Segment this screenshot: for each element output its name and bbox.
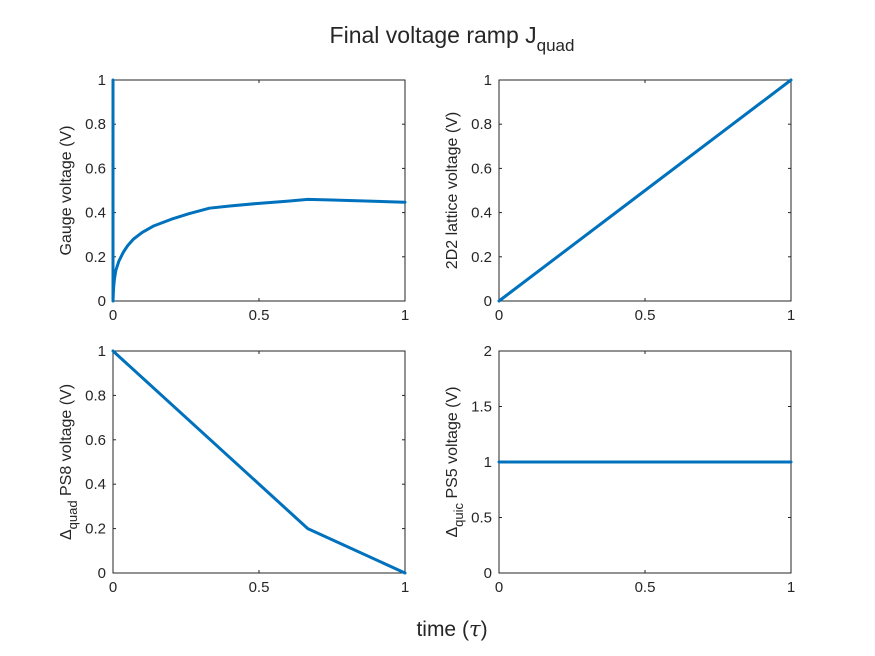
y-tick-label: 0.8: [85, 116, 106, 133]
y-tick-label: 0.6: [85, 432, 106, 449]
y-tick-label: 1: [484, 72, 492, 89]
y-axis-label: Δquic PS5 voltage (V): [444, 386, 466, 537]
xlabel-end: ): [481, 618, 488, 641]
x-tick-label: 0: [495, 579, 503, 596]
y-tick-label: 0.4: [85, 476, 106, 493]
x-tick-label: 0.5: [635, 307, 656, 324]
y-tick-label: 0: [98, 565, 106, 582]
y-tick-label: 0.6: [85, 160, 106, 177]
y-tick-label: 0.4: [471, 205, 492, 222]
y-tick-label: 0.2: [85, 521, 106, 538]
x-tick-label: 1: [401, 579, 409, 596]
x-tick-label: 0.5: [249, 307, 270, 324]
subplot-3: 0 0.5 1 0 0.2 0.4 0.6 0.8 1 Δquad PS8 voltage (V): [58, 343, 409, 596]
y-axis-label-symbol: Δ: [58, 529, 75, 540]
axes-box: [112, 350, 406, 574]
y-tick-label: 0: [484, 293, 492, 310]
x-tick-label: 0: [495, 307, 503, 324]
y-tick-label: 0.4: [85, 205, 106, 222]
y-axis-label: Gauge voltage (V): [58, 126, 75, 256]
y-axis-label: 2D2 lattice voltage (V): [444, 112, 461, 269]
subplot-1: 0 0.5 1 0 0.2 0.4 0.6 0.8 1 Gauge voltage (V): [58, 72, 409, 324]
subplot-4: 0 0.5 1 0 0.5 1 1.5 2 Δquic PS5 voltage (V): [444, 343, 795, 596]
series-line: [111, 349, 407, 575]
subplots: 0 0.5 1 0 0.2 0.4 0.6 0.8 1 Gauge voltage (V) 0 0.5…: [58, 72, 795, 596]
xlabel-main: time (: [416, 618, 469, 641]
y-tick-label: 1: [98, 343, 106, 360]
subplot-2: 0 0.5 1 0 0.2 0.4 0.6 0.8 1 2D2 lattice voltage (…: [444, 72, 795, 324]
x-tick-label: 0.5: [635, 579, 656, 596]
y-tick-label: 0.5: [471, 510, 492, 527]
y-axis-label-text: PS8 voltage (V): [58, 384, 75, 501]
y-axis-label-subscript: quic: [451, 502, 466, 526]
x-tick-label: 1: [401, 307, 409, 324]
y-tick-label: 0.8: [85, 387, 106, 404]
y-axis-label-text: PS5 voltage (V): [444, 386, 461, 503]
series-line: [497, 78, 793, 303]
y-tick-label: 0.2: [471, 249, 492, 266]
figure-title-main: Final voltage ramp J: [330, 22, 537, 48]
figure-title-subscript: quad: [537, 36, 575, 55]
y-tick-label: 0.6: [471, 160, 492, 177]
x-tick-label: 0: [109, 307, 117, 324]
y-axis-label-subscript: quad: [65, 500, 80, 529]
y-tick-label: 0: [98, 293, 106, 310]
y-tick-label: 1: [484, 454, 492, 471]
y-axis-label: Δquad PS8 voltage (V): [58, 384, 80, 540]
series-line: [111, 78, 407, 303]
y-tick-label: 1: [98, 72, 106, 89]
axes-box: [112, 79, 406, 302]
xlabel-symbol: τ: [469, 617, 481, 641]
y-tick-label: 1.5: [471, 399, 492, 416]
x-tick-label: 0: [109, 579, 117, 596]
x-tick-label: 1: [787, 579, 795, 596]
figure-title: Final voltage ramp Jquad: [330, 22, 575, 55]
x-tick-label: 1: [787, 307, 795, 324]
y-tick-label: 0: [484, 565, 492, 582]
y-tick-label: 2: [484, 343, 492, 360]
figure-xlabel: time (τ): [416, 617, 487, 641]
y-tick-label: 0.2: [85, 249, 106, 266]
x-tick-label: 0.5: [249, 579, 270, 596]
y-tick-label: 0.8: [471, 116, 492, 133]
y-axis-label-symbol: Δ: [444, 527, 461, 538]
